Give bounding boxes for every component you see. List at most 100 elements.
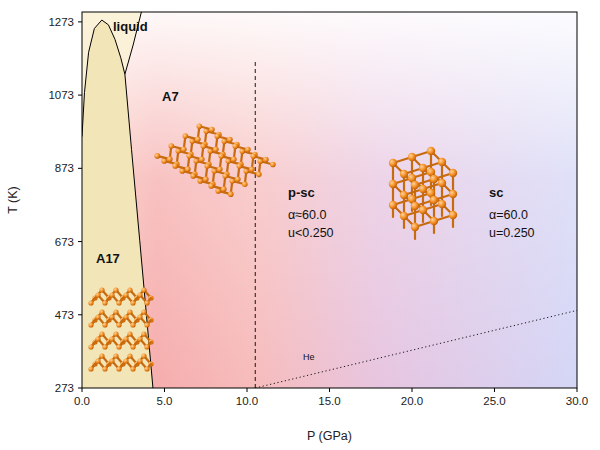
- atom: [181, 146, 187, 152]
- atom: [116, 322, 121, 327]
- region-label: A17: [96, 251, 120, 266]
- atom: [95, 292, 100, 297]
- x-tick-label: 30.0: [566, 395, 588, 407]
- atom: [208, 183, 214, 189]
- atom: [222, 173, 228, 179]
- atom: [109, 358, 114, 363]
- region-parameter: α≈60.0: [288, 208, 326, 222]
- atom: [438, 179, 446, 187]
- atom: [113, 309, 118, 314]
- atom: [213, 147, 219, 153]
- atom: [99, 331, 104, 336]
- atom: [99, 353, 104, 358]
- atom: [95, 358, 100, 363]
- atom: [449, 169, 457, 177]
- atom: [203, 176, 209, 182]
- x-tick-label: 5.0: [157, 395, 173, 407]
- atom: [137, 358, 142, 363]
- background-fade: [82, 12, 577, 388]
- y-tick: [78, 314, 82, 315]
- atom: [419, 164, 427, 172]
- atom: [141, 331, 146, 336]
- atom: [411, 223, 419, 231]
- y-tick: [78, 95, 82, 96]
- atom: [217, 166, 223, 172]
- x-tick-label: 10.0: [236, 395, 258, 407]
- atom: [123, 292, 128, 297]
- atom: [438, 200, 446, 208]
- atom: [123, 314, 128, 319]
- atom: [99, 309, 104, 314]
- structure-sketches: [88, 123, 457, 371]
- phase-boundary: [125, 74, 153, 388]
- atom: [228, 191, 234, 197]
- atom: [204, 163, 210, 169]
- atom: [99, 287, 104, 292]
- x-axis-label: P (GPa): [307, 429, 352, 443]
- atom: [183, 133, 189, 139]
- atom: [186, 153, 192, 159]
- y-tick: [78, 168, 82, 169]
- atom: [102, 344, 107, 349]
- atom: [95, 314, 100, 319]
- x-tick: [412, 388, 413, 392]
- atom: [88, 322, 93, 327]
- region-label: sc: [489, 185, 503, 200]
- atom: [411, 202, 419, 210]
- region-parameter: u=0.250: [489, 226, 535, 240]
- atom: [263, 157, 269, 163]
- atom: [168, 143, 174, 149]
- atom: [109, 336, 114, 341]
- atom: [430, 196, 438, 204]
- y-tick-label: 1273: [48, 16, 74, 28]
- axes: 0.05.010.015.020.025.030.027347367387310…: [48, 16, 588, 407]
- y-tick: [78, 21, 82, 22]
- atom: [141, 353, 146, 358]
- atom: [389, 159, 397, 167]
- x-tick-label: 15.0: [318, 395, 340, 407]
- atom: [427, 147, 435, 155]
- atom: [221, 186, 227, 192]
- region-labels: liquidA7A17p-scα≈60.0u<0.250scα=60.0u=0.…: [96, 19, 535, 266]
- y-tick-label: 273: [55, 382, 74, 394]
- atom: [144, 300, 149, 305]
- region-parameter: α=60.0: [489, 208, 528, 222]
- y-tick: [78, 241, 82, 242]
- x-tick: [577, 388, 578, 392]
- atom: [88, 366, 93, 371]
- atom: [197, 123, 203, 129]
- atom: [256, 172, 262, 178]
- atom: [449, 190, 457, 198]
- background: [82, 12, 577, 388]
- atom: [199, 156, 205, 162]
- atom: [237, 163, 243, 169]
- atom: [408, 153, 416, 161]
- x-tick: [247, 388, 248, 392]
- atom: [249, 167, 255, 173]
- atom: [102, 300, 107, 305]
- atom: [130, 344, 135, 349]
- atom: [270, 162, 276, 168]
- atom: [127, 287, 132, 292]
- atom: [127, 309, 132, 314]
- atom: [109, 314, 114, 319]
- atom: [233, 143, 239, 149]
- a17-field: [82, 20, 153, 388]
- x-tick: [329, 388, 330, 392]
- atom: [172, 163, 178, 169]
- atom: [190, 173, 196, 179]
- region-label: liquid: [113, 19, 148, 34]
- y-axis-label: T (K): [6, 186, 20, 214]
- annotation: He: [303, 352, 315, 362]
- atom: [215, 133, 221, 139]
- atom: [102, 366, 107, 371]
- x-tick-label: 25.0: [483, 395, 505, 407]
- atom: [438, 158, 446, 166]
- atom: [144, 344, 149, 349]
- chart: 0.05.010.015.020.025.030.027347367387310…: [0, 0, 600, 450]
- y-tick-label: 473: [55, 309, 74, 321]
- atom: [88, 300, 93, 305]
- y-tick-label: 873: [55, 162, 74, 174]
- atom: [430, 217, 438, 225]
- atom: [113, 331, 118, 336]
